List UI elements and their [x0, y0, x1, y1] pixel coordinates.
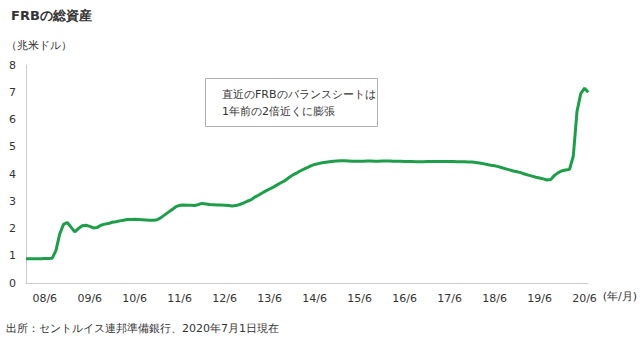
svg-text:6: 6: [9, 113, 16, 126]
svg-text:11/6: 11/6: [167, 292, 192, 305]
svg-text:10/6: 10/6: [122, 292, 147, 305]
svg-text:2: 2: [9, 222, 16, 235]
svg-text:20/6: 20/6: [572, 292, 597, 305]
svg-text:（兆米ドル）: （兆米ドル）: [6, 39, 72, 52]
svg-text:13/6: 13/6: [257, 292, 282, 305]
svg-text:17/6: 17/6: [437, 292, 462, 305]
svg-text:08/6: 08/6: [32, 292, 57, 305]
svg-text:7: 7: [9, 86, 16, 99]
svg-text:8: 8: [9, 59, 16, 72]
svg-text:直近のFRBのバランスシートは: 直近のFRBのバランスシートは: [222, 88, 376, 101]
svg-text:0: 0: [9, 277, 16, 290]
svg-text:19/6: 19/6: [527, 292, 552, 305]
svg-text:1年前の2倍近くに膨張: 1年前の2倍近くに膨張: [222, 105, 335, 118]
svg-text:09/6: 09/6: [77, 292, 102, 305]
svg-text:1: 1: [9, 249, 16, 262]
svg-text:14/6: 14/6: [302, 292, 327, 305]
svg-text:3: 3: [9, 195, 16, 208]
svg-text:15/6: 15/6: [347, 292, 372, 305]
svg-text:5: 5: [9, 140, 16, 153]
svg-text:FRBの総資産: FRBの総資産: [11, 8, 92, 23]
svg-text:(年/月): (年/月): [603, 290, 637, 303]
svg-text:12/6: 12/6: [212, 292, 237, 305]
svg-text:18/6: 18/6: [482, 292, 507, 305]
svg-text:出所：セントルイス連邦準備銀行、2020年7月1日現在: 出所：セントルイス連邦準備銀行、2020年7月1日現在: [6, 322, 279, 335]
svg-text:4: 4: [9, 168, 16, 181]
svg-text:16/6: 16/6: [392, 292, 417, 305]
